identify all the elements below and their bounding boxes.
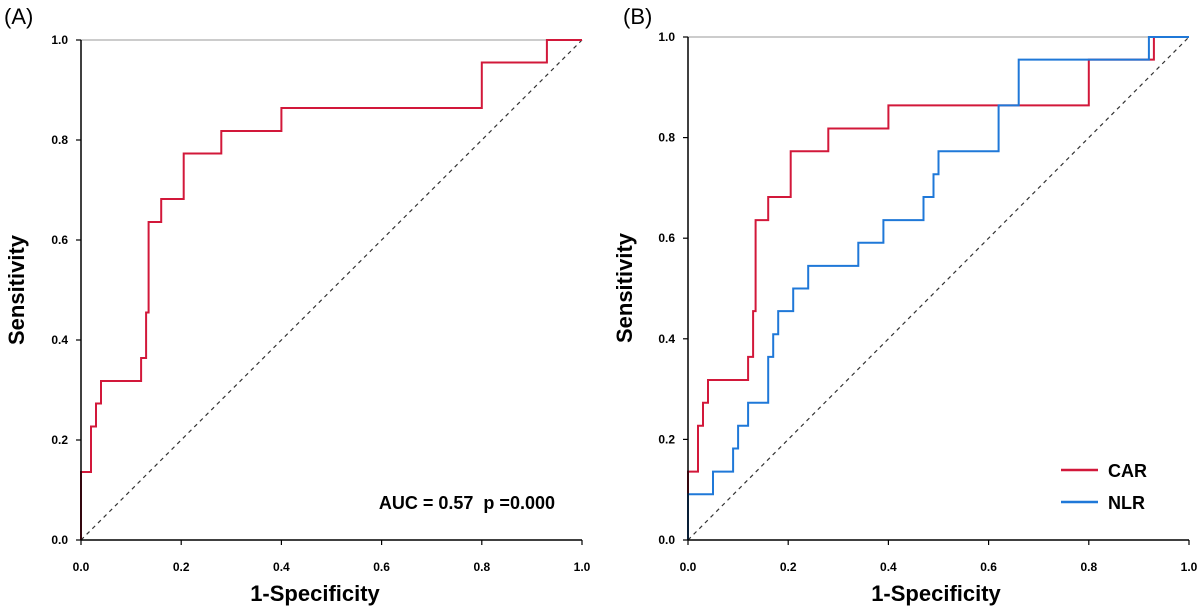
panel-b-x-tick-label: 0.2 bbox=[780, 560, 797, 574]
panel-a-x-tick-label: 0.8 bbox=[473, 560, 490, 574]
panel-b-label: (B) bbox=[623, 4, 652, 29]
panel-a-ticks: 0.0 0.2 0.4 0.6 0.8 1.0 0.0 0.2 0.4 0.6 0.8 1.0 bbox=[51, 33, 590, 574]
panel-b-series-car-line bbox=[687, 36, 1189, 540]
panel-b-series-group bbox=[687, 36, 1189, 540]
panel-a-y-tick-label: 0.8 bbox=[51, 133, 68, 147]
panel-a-series-roc-line bbox=[80, 39, 582, 540]
panel-a: (A) 0.0 0.2 0.4 0.6 0.8 1.0 0.0 0.2 0.4 0.6 0.8 1.0… bbox=[4, 4, 591, 606]
panel-b-y-tick-label: 0.6 bbox=[658, 231, 675, 245]
panel-b-y-tick-label: 0.0 bbox=[658, 533, 675, 547]
panel-a-y-tick-label: 0.0 bbox=[51, 533, 68, 547]
panel-a-x-tick-label: 0.6 bbox=[373, 560, 390, 574]
panel-a-y-tick-label: 0.4 bbox=[51, 333, 68, 347]
panel-a-y-axis-title: Sensitivity bbox=[4, 234, 29, 345]
panel-b-x-tick-label: 0.8 bbox=[1080, 560, 1097, 574]
panel-b-x-tick-label: 0.4 bbox=[880, 560, 897, 574]
panel-a-auc-annotation: AUC = 0.57 p =0.000 bbox=[379, 493, 555, 513]
panel-b-x-axis-title: 1-Specificity bbox=[871, 581, 1001, 606]
panel-b-y-tick-label: 0.8 bbox=[658, 131, 675, 145]
panel-a-x-tick-label: 0.2 bbox=[173, 560, 190, 574]
panel-b-y-tick-label: 0.4 bbox=[658, 332, 675, 346]
panel-a-x-tick-label: 1.0 bbox=[574, 560, 591, 574]
panel-a-x-axis-title: 1-Specificity bbox=[250, 581, 380, 606]
panel-b-y-axis-title: Sensitivity bbox=[612, 232, 637, 343]
panel-a-y-tick-label: 0.6 bbox=[51, 233, 68, 247]
panel-a-x-tick-label: 0.0 bbox=[73, 560, 90, 574]
legend-car-label: CAR bbox=[1108, 461, 1147, 481]
panel-b-x-tick-label: 1.0 bbox=[1181, 560, 1198, 574]
panel-b-series-nlr-line bbox=[687, 36, 1189, 540]
panel-a-x-tick-label: 0.4 bbox=[273, 560, 290, 574]
panel-b-legend: CAR NLR bbox=[1061, 461, 1147, 513]
legend-nlr-label: NLR bbox=[1108, 493, 1145, 513]
panel-a-y-tick-label: 1.0 bbox=[51, 33, 68, 47]
panel-b-y-tick-label: 0.2 bbox=[658, 432, 675, 446]
panel-b: (B) 0.0 0.2 0.4 0.6 0.8 1.0 0.0 0.2 0.4 0.6 0.8 1.0… bbox=[612, 4, 1198, 606]
panel-b-x-tick-label: 0.6 bbox=[980, 560, 997, 574]
panel-a-reference-diagonal bbox=[80, 39, 583, 541]
panel-b-x-tick-label: 0.0 bbox=[680, 560, 697, 574]
panel-a-series-group bbox=[80, 39, 582, 540]
panel-a-label: (A) bbox=[4, 4, 33, 29]
panel-b-reference-diagonal bbox=[687, 36, 1190, 541]
panel-b-ticks: 0.0 0.2 0.4 0.6 0.8 1.0 0.0 0.2 0.4 0.6 0.8 1.0 bbox=[658, 30, 1197, 574]
panel-b-y-tick-label: 1.0 bbox=[658, 30, 675, 44]
panel-a-y-tick-label: 0.2 bbox=[51, 433, 68, 447]
